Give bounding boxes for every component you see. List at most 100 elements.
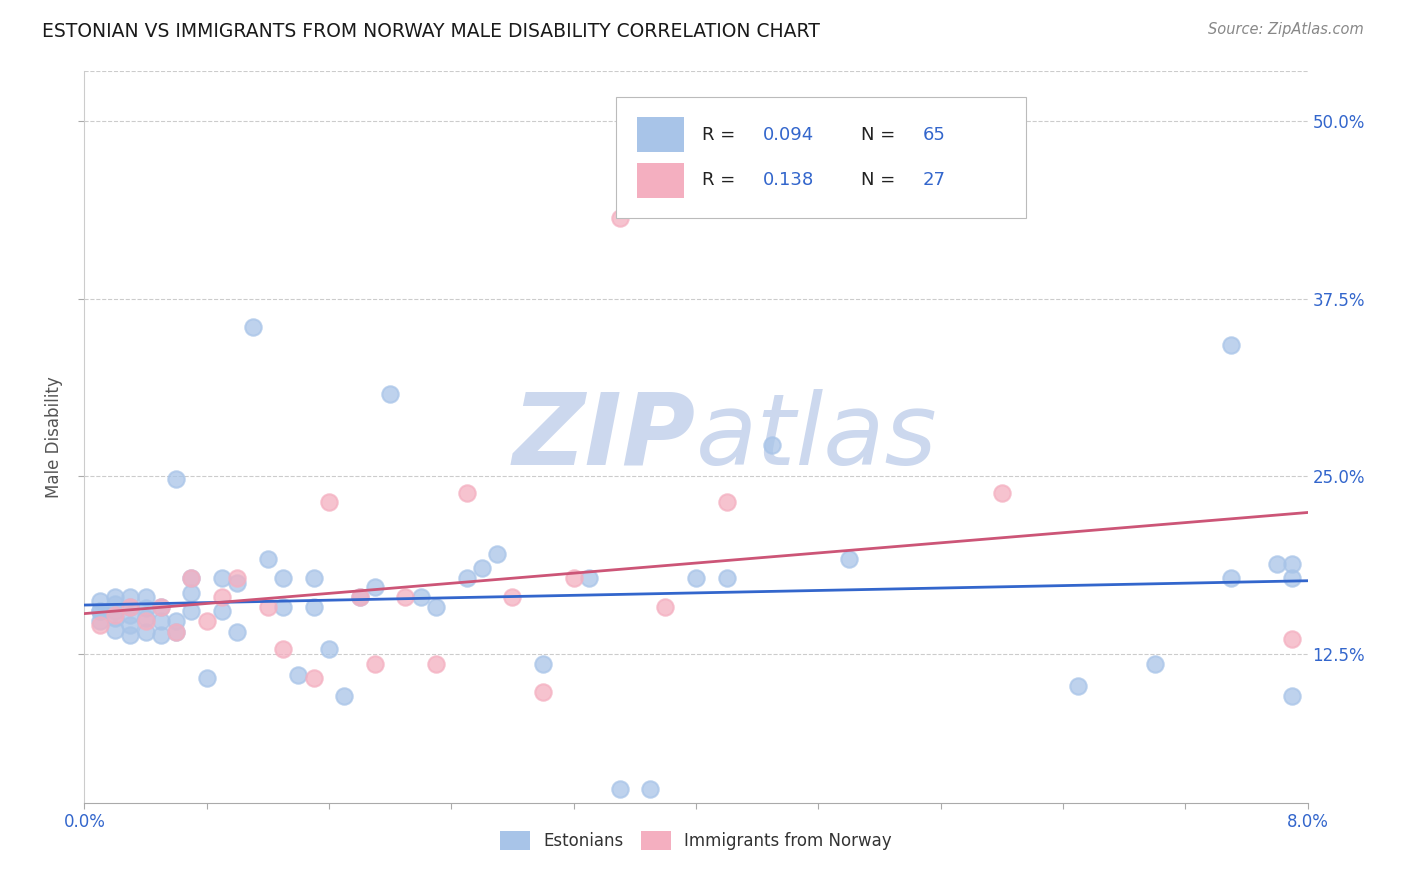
Point bbox=[1220, 571, 1243, 585]
Text: N =: N = bbox=[860, 126, 901, 144]
Point bbox=[638, 781, 661, 796]
Text: atlas: atlas bbox=[696, 389, 938, 485]
Point bbox=[89, 594, 111, 608]
Point bbox=[104, 611, 127, 625]
Point bbox=[364, 657, 387, 671]
Point bbox=[104, 608, 127, 623]
Point bbox=[120, 590, 142, 604]
Point bbox=[425, 599, 447, 614]
Point bbox=[120, 599, 142, 614]
Point bbox=[1281, 571, 1303, 585]
Point bbox=[180, 571, 202, 585]
Text: Source: ZipAtlas.com: Source: ZipAtlas.com bbox=[1208, 22, 1364, 37]
Point bbox=[242, 320, 264, 334]
Point bbox=[135, 614, 157, 628]
Point bbox=[135, 601, 157, 615]
Point bbox=[654, 599, 676, 614]
Point bbox=[89, 604, 111, 618]
Point bbox=[104, 590, 127, 604]
Point bbox=[380, 386, 402, 401]
Text: 0.094: 0.094 bbox=[763, 126, 814, 144]
Point bbox=[180, 571, 202, 585]
Bar bbox=[637, 162, 683, 198]
Text: 0.138: 0.138 bbox=[763, 171, 814, 189]
Point bbox=[226, 571, 249, 585]
Point bbox=[271, 599, 294, 614]
Point bbox=[531, 657, 554, 671]
Point bbox=[135, 590, 157, 604]
Point bbox=[271, 571, 294, 585]
Point bbox=[302, 599, 325, 614]
Point bbox=[1220, 338, 1243, 352]
Point bbox=[302, 571, 325, 585]
Point bbox=[716, 494, 738, 508]
Point bbox=[1281, 558, 1303, 572]
Point bbox=[471, 561, 494, 575]
Point bbox=[1143, 657, 1166, 671]
Text: 65: 65 bbox=[922, 126, 945, 144]
Point bbox=[104, 623, 127, 637]
Point bbox=[149, 628, 172, 642]
Point bbox=[180, 604, 202, 618]
Legend: Estonians, Immigrants from Norway: Estonians, Immigrants from Norway bbox=[494, 824, 898, 856]
Point bbox=[226, 575, 249, 590]
Point bbox=[149, 614, 172, 628]
Point bbox=[104, 597, 127, 611]
Point bbox=[135, 625, 157, 640]
Point bbox=[685, 571, 707, 585]
Point bbox=[394, 590, 416, 604]
Point bbox=[257, 599, 280, 614]
Text: N =: N = bbox=[860, 171, 901, 189]
Point bbox=[271, 642, 294, 657]
Point bbox=[456, 486, 478, 500]
Point bbox=[1281, 632, 1303, 647]
Point bbox=[364, 580, 387, 594]
Point bbox=[120, 599, 142, 614]
Y-axis label: Male Disability: Male Disability bbox=[45, 376, 63, 498]
Text: ZIP: ZIP bbox=[513, 389, 696, 485]
Text: ESTONIAN VS IMMIGRANTS FROM NORWAY MALE DISABILITY CORRELATION CHART: ESTONIAN VS IMMIGRANTS FROM NORWAY MALE … bbox=[42, 22, 820, 41]
Bar bbox=[637, 117, 683, 152]
Point bbox=[456, 571, 478, 585]
Point bbox=[761, 438, 783, 452]
Point bbox=[120, 628, 142, 642]
Point bbox=[716, 571, 738, 585]
Point bbox=[89, 614, 111, 628]
Point bbox=[89, 618, 111, 632]
Point bbox=[409, 590, 432, 604]
Point bbox=[149, 599, 172, 614]
Point bbox=[349, 590, 371, 604]
Point bbox=[135, 611, 157, 625]
Text: R =: R = bbox=[702, 126, 741, 144]
Point bbox=[89, 604, 111, 618]
Point bbox=[302, 671, 325, 685]
Point bbox=[578, 571, 600, 585]
Point bbox=[211, 571, 233, 585]
FancyBboxPatch shape bbox=[616, 97, 1026, 218]
Point bbox=[349, 590, 371, 604]
Point bbox=[120, 608, 142, 623]
Point bbox=[531, 685, 554, 699]
Point bbox=[257, 551, 280, 566]
Text: R =: R = bbox=[702, 171, 741, 189]
Point bbox=[195, 614, 218, 628]
Point bbox=[165, 614, 187, 628]
Point bbox=[165, 625, 187, 640]
Point bbox=[425, 657, 447, 671]
Point bbox=[486, 547, 509, 561]
Point bbox=[318, 494, 340, 508]
Point bbox=[195, 671, 218, 685]
Point bbox=[104, 604, 127, 618]
Point bbox=[609, 211, 631, 225]
Point bbox=[991, 486, 1014, 500]
Point bbox=[211, 590, 233, 604]
Point bbox=[609, 781, 631, 796]
Point bbox=[211, 604, 233, 618]
Point bbox=[1281, 690, 1303, 704]
Point bbox=[226, 625, 249, 640]
Point bbox=[165, 472, 187, 486]
Point bbox=[149, 599, 172, 614]
Point bbox=[1265, 558, 1288, 572]
Text: 27: 27 bbox=[922, 171, 945, 189]
Point bbox=[502, 590, 524, 604]
